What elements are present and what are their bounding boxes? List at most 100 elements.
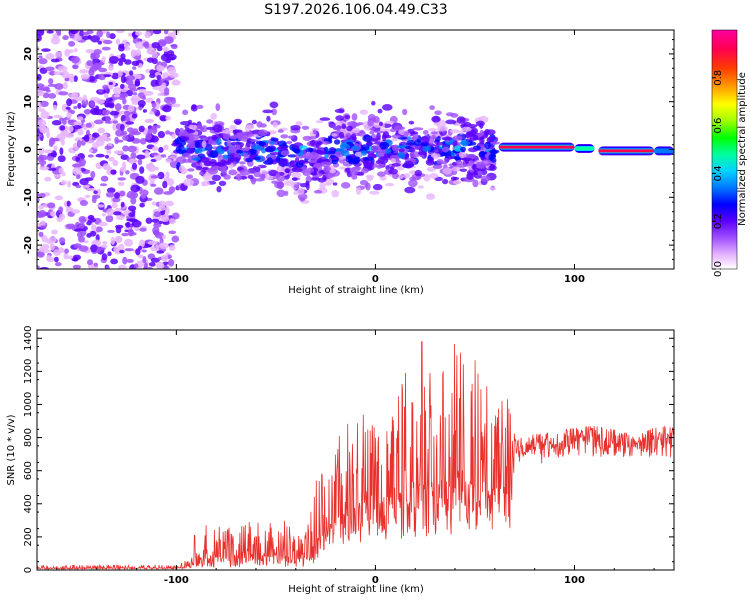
heatmap-blob [41, 243, 50, 250]
heatmap-blob [50, 58, 60, 63]
heatmap-blob [105, 115, 111, 123]
heatmap-blob [47, 83, 58, 87]
snr-y-tick-label: 800 [23, 428, 34, 447]
heatmap-blob [403, 173, 411, 179]
heatmap-blob [170, 43, 178, 50]
heatmap-blob [105, 102, 114, 108]
heatmap-blob [451, 166, 462, 172]
heatmap-blob [39, 125, 47, 134]
heatmap-blob [73, 75, 78, 82]
heatmap-blob [79, 178, 89, 186]
heatmap-blob [489, 187, 497, 191]
heatmap-blob [456, 116, 466, 124]
heatmap-blob [157, 171, 165, 180]
heatmap-blob [87, 259, 93, 266]
heatmap-blob [465, 138, 472, 142]
heatmap-blob [69, 109, 76, 115]
heatmap-blob [346, 125, 353, 132]
heatmap-blob [195, 166, 203, 171]
heatmap-blob [186, 147, 195, 155]
heatmap-blob [159, 236, 164, 245]
heatmap-blob [329, 148, 336, 152]
heatmap-blob [59, 213, 65, 220]
heatmap-blob [101, 46, 111, 51]
heatmap-blob [449, 129, 460, 134]
heatmap-blob [201, 140, 207, 148]
heatmap-blob [376, 164, 383, 169]
heatmap-blob [345, 132, 352, 139]
heatmap-blob [417, 185, 424, 189]
heatmap-tone-segment [598, 149, 655, 153]
heatmap-blob [116, 30, 125, 34]
heatmap-blob [152, 146, 159, 152]
heatmap-blob [117, 177, 127, 181]
heatmap-blob [228, 145, 237, 154]
heatmap-blob [41, 235, 48, 243]
heatmap-blob [212, 124, 223, 133]
heatmap-blob [112, 123, 118, 131]
heatmap-blob [344, 167, 351, 172]
heatmap-blob [61, 171, 66, 177]
heatmap-blob [105, 215, 114, 223]
heatmap-blob [118, 264, 127, 269]
heatmap-blob [126, 258, 134, 263]
heatmap-blob [335, 115, 344, 121]
heatmap-blob [378, 121, 384, 127]
heatmap-blob [102, 39, 113, 45]
heatmap-blob [382, 104, 393, 111]
heatmap-blob [239, 161, 246, 165]
heatmap-blob [145, 132, 152, 140]
heatmap-blob [425, 193, 436, 200]
heatmap-tone-segment [498, 145, 575, 149]
colorbar-ticks: 0.0 0.2 0.4 0.6 0.8 [712, 70, 724, 277]
heatmap-blob [122, 135, 129, 141]
heatmap-blob [61, 118, 67, 125]
heatmap-blob [131, 60, 140, 66]
heatmap-blob [100, 175, 109, 182]
heatmap-blob [312, 129, 317, 135]
heatmap-blob [426, 166, 436, 172]
heatmap-blob [149, 73, 156, 79]
heatmap-blob [162, 105, 172, 113]
heatmap-blob [433, 148, 444, 154]
heatmap-blob [115, 248, 121, 255]
heatmap-blob [37, 90, 45, 97]
heatmap-blob [188, 124, 198, 130]
heatmap-blob [162, 261, 170, 265]
heatmap-blob [68, 40, 76, 47]
heatmap-blob [79, 200, 88, 206]
heatmap-blob [141, 95, 147, 100]
heatmap-blob [152, 86, 162, 90]
heatmap-blob [430, 152, 441, 160]
heatmap-blob [128, 212, 136, 218]
heatmap-blob [38, 55, 43, 59]
heatmap-blob [53, 174, 62, 178]
heatmap-blob [135, 248, 141, 256]
heatmap-blob [163, 50, 169, 57]
spectrogram-y-tick-label: -20 [23, 236, 34, 254]
heatmap-blob [222, 154, 229, 160]
heatmap-blob [165, 171, 170, 179]
heatmap-blob [331, 156, 340, 161]
heatmap-blob [151, 52, 158, 59]
heatmap-blob [359, 109, 368, 115]
heatmap-blob [181, 152, 191, 158]
heatmap-blob [339, 143, 351, 150]
heatmap-blob [169, 218, 176, 225]
heatmap-blob [158, 242, 169, 249]
heatmap-blob [479, 129, 484, 137]
heatmap-blob [67, 119, 75, 123]
heatmap-blob [113, 192, 121, 199]
heatmap-blob [58, 91, 69, 96]
heatmap-blob [433, 121, 440, 126]
heatmap-blob [423, 173, 431, 182]
heatmap-blob [37, 265, 40, 269]
heatmap-blob [64, 248, 69, 254]
heatmap-blob [86, 60, 94, 67]
heatmap-blob [151, 126, 158, 135]
heatmap-blob [95, 98, 105, 104]
heatmap-blob [126, 190, 136, 199]
heatmap-blob [223, 174, 231, 180]
heatmap-blob [77, 128, 84, 136]
heatmap-blob [484, 128, 490, 135]
